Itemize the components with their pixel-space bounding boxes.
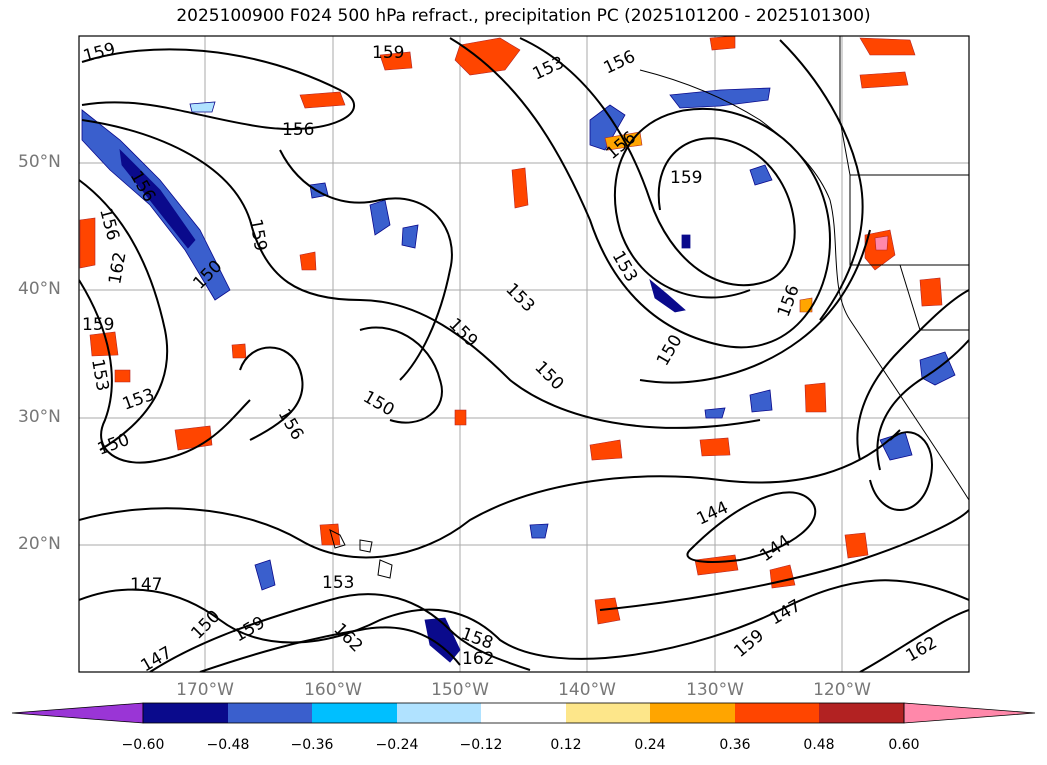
lat-label-40n: 40°N (18, 279, 61, 299)
lon-label-150w: 150°W (431, 680, 489, 700)
contour-label: 153 (322, 573, 354, 593)
colorbar-tick: 0.36 (719, 737, 751, 753)
gridlines (79, 36, 969, 672)
colorbar-bin (228, 703, 312, 723)
colorbar-tick: 0.60 (888, 737, 920, 753)
lon-label-160w: 160°W (304, 680, 362, 700)
colorbar-tick: −0.36 (290, 737, 334, 753)
colorbar (11, 702, 1036, 724)
coastlines (329, 36, 969, 579)
colorbar-max-extend (903, 702, 1036, 724)
lat-label-50n: 50°N (18, 152, 61, 172)
colorbar-bin (143, 703, 228, 723)
colorbar-bin (650, 703, 735, 723)
colorbar-bin (312, 703, 397, 723)
colorbar-bin (735, 703, 819, 723)
map-title: 2025100900 F024 500 hPa refract., precip… (176, 6, 871, 26)
contour-label: 159 (82, 315, 114, 335)
lon-label-140w: 140°W (558, 680, 616, 700)
colorbar-tick: −0.24 (375, 737, 419, 753)
plot-frame (78, 35, 970, 673)
colorbar-bin (481, 703, 566, 723)
positive-precip-areas (79, 36, 943, 625)
lat-label-30n: 30°N (18, 407, 61, 427)
colorbar-bin (819, 703, 904, 723)
colorbar-tick: 0.24 (634, 737, 666, 753)
colorbar-tick: 0.12 (550, 737, 582, 753)
contour-label: 156 (282, 120, 314, 140)
colorbar-frame (142, 702, 905, 724)
lon-label-170w: 170°W (176, 680, 234, 700)
contour-label: 159 (670, 168, 702, 188)
contour-label: 159 (372, 43, 404, 63)
contour-label: 162 (462, 649, 494, 669)
lat-label-20n: 20°N (18, 534, 61, 554)
colorbar-bin (397, 703, 481, 723)
colorbar-tick: 0.48 (803, 737, 835, 753)
lon-label-130w: 130°W (686, 680, 744, 700)
contour-lines (79, 37, 969, 672)
lon-label-120w: 120°W (813, 680, 871, 700)
colorbar-tick: −0.12 (459, 737, 503, 753)
colorbar-tick: −0.60 (121, 737, 165, 753)
colorbar-tick: −0.48 (206, 737, 250, 753)
colorbar-min-extend (11, 702, 144, 724)
negative-precip-areas (81, 87, 956, 663)
colorbar-bin (566, 703, 650, 723)
contour-label: 147 (130, 575, 162, 595)
plot-area (79, 36, 969, 672)
